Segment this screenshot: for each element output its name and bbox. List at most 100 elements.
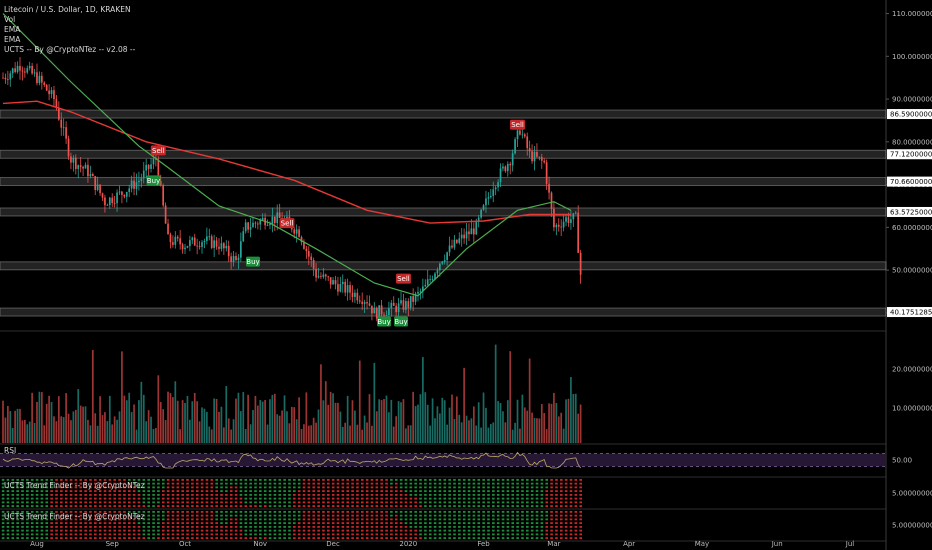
candle-body (519, 130, 521, 135)
rsi-title: RSI (4, 446, 17, 455)
trend-cell (448, 478, 451, 481)
trend-cell (414, 486, 417, 489)
candle-body (232, 256, 235, 262)
trend-cell (477, 537, 481, 540)
trend-cell (74, 518, 78, 521)
trend-cell (516, 490, 519, 493)
sr-price-label: 63.57250000 (890, 208, 932, 216)
trend-cell (288, 482, 291, 485)
trend-cell (579, 482, 583, 485)
volume-bar (273, 393, 276, 443)
trend-cell (249, 497, 252, 500)
trend-cell (385, 493, 388, 496)
trend-cell (564, 482, 568, 485)
trend-cell (128, 493, 131, 496)
trend-cell (21, 514, 24, 517)
trend-cell (1, 482, 5, 485)
trend-cell (186, 529, 189, 532)
trend-cell (268, 514, 272, 517)
trend-cell (79, 482, 83, 485)
time-axis-label: Feb (477, 540, 490, 548)
trend-cell (545, 522, 549, 525)
trend-cell (569, 510, 573, 513)
trend-cell (521, 501, 524, 504)
trend-cell (496, 493, 500, 496)
trend-cell (220, 486, 223, 489)
trend-cell (448, 510, 451, 513)
volume-bar (443, 400, 446, 443)
trend-cell (467, 497, 471, 500)
trend-cell (550, 537, 553, 540)
trend-cell (356, 525, 359, 528)
trend-cell (482, 529, 485, 532)
trend-cell (84, 497, 87, 500)
time-axis-label: Dec (326, 540, 340, 548)
trend-cell (244, 514, 248, 517)
volume-bar (497, 401, 499, 443)
trend-cell (195, 486, 199, 489)
volume-bar (383, 399, 385, 443)
trend-cell (55, 497, 58, 500)
candle-body (385, 315, 388, 316)
trend-cell (346, 537, 350, 540)
trend-cell (540, 522, 544, 525)
trend-cell (346, 486, 350, 489)
volume-bar (266, 424, 269, 443)
trend-cell (574, 529, 578, 532)
trend-cell (443, 514, 447, 517)
trend-cell (448, 486, 451, 489)
trend-cell (254, 486, 257, 489)
trend-cell (540, 505, 544, 508)
trend-cell (249, 501, 252, 504)
trend-cell (477, 497, 481, 500)
trend-cell (516, 533, 519, 536)
trend-cell (370, 533, 374, 536)
trend-cell (259, 482, 262, 485)
trend-cell (438, 497, 442, 500)
trend-cell (540, 529, 544, 532)
trend-cell (16, 505, 19, 508)
trend-cell (181, 490, 184, 493)
rsi-tick-label: 50.00 (892, 457, 912, 465)
trend-cell (21, 493, 24, 496)
trend-cell (118, 525, 121, 528)
trend-cell (336, 518, 340, 521)
trend-cell (166, 518, 170, 521)
trend-cell (535, 537, 539, 540)
candle-body (414, 293, 417, 302)
trend-cell (521, 522, 524, 525)
trend-cell (559, 486, 563, 489)
trend-cell (26, 490, 29, 493)
trend-cell (113, 490, 117, 493)
trend-cell (50, 514, 53, 517)
trend-cell (108, 529, 112, 532)
trend-cell (462, 522, 466, 525)
trend-cell (341, 482, 345, 485)
trend-cell (375, 529, 379, 532)
trend-cell (433, 497, 437, 500)
trend-cell (234, 501, 238, 504)
volume-bar (550, 403, 553, 443)
candle-body (567, 217, 570, 224)
trend-cell (307, 522, 311, 525)
trend-cell (263, 493, 267, 496)
trend-cell (346, 501, 350, 504)
candle-body (201, 242, 203, 247)
trend-cell (356, 537, 359, 540)
trend-cell (375, 518, 379, 521)
trend-cell (526, 490, 529, 493)
trend-cell (205, 482, 209, 485)
trend-cell (132, 533, 136, 536)
trend-cell (259, 486, 262, 489)
sr-price-label: 70.66000000 (890, 178, 932, 186)
volume-bar (494, 344, 497, 443)
candle-body (320, 276, 322, 277)
candle-body (545, 162, 548, 184)
trend-cell (477, 505, 481, 508)
trend-cell (492, 514, 495, 517)
trend-tick-label: 5.00000000 (892, 490, 932, 498)
trend-cell (297, 518, 301, 521)
trend-cell (200, 510, 204, 513)
trend-cell (118, 518, 121, 521)
